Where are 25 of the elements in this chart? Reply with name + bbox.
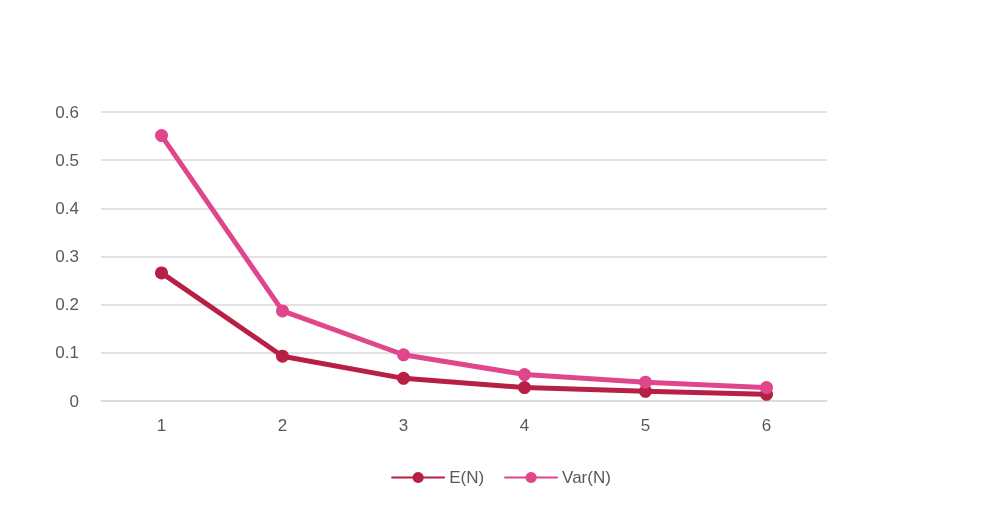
y-tick-label: 0.6 xyxy=(55,102,79,122)
point xyxy=(518,368,531,381)
point xyxy=(518,381,531,395)
legend-label: Var(N) xyxy=(562,468,611,487)
y-tick-label: 0.4 xyxy=(55,198,79,218)
y-tick-label: 0.1 xyxy=(55,343,79,363)
point xyxy=(276,304,289,318)
y-tick-label: 0.2 xyxy=(55,295,79,315)
point xyxy=(155,129,168,143)
x-tick-label: 6 xyxy=(761,416,772,435)
legend-label: E(N) xyxy=(449,468,485,487)
point xyxy=(639,375,652,389)
point xyxy=(397,348,410,362)
x-tick-label: 3 xyxy=(398,416,409,435)
point xyxy=(155,266,168,280)
point xyxy=(276,349,289,363)
x-tick-label: 4 xyxy=(519,416,530,435)
x-tick-label: 2 xyxy=(277,416,288,435)
y-tick-label: 0 xyxy=(69,391,79,411)
point xyxy=(397,371,410,385)
y-tick-label: 0.3 xyxy=(55,247,79,266)
x-tick-label: 1 xyxy=(156,416,167,435)
x-tick-label: 5 xyxy=(640,416,651,435)
y-tick-label: 0.5 xyxy=(55,150,79,170)
point xyxy=(760,381,773,395)
